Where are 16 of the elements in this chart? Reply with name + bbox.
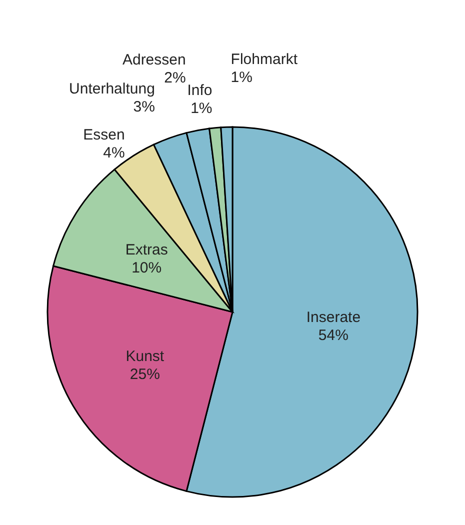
slice-label: Extras xyxy=(125,241,168,258)
data-label: 3% xyxy=(133,98,155,116)
data-label: 1% xyxy=(230,69,252,86)
slice-label: Flohmarkt xyxy=(230,51,298,68)
data-label: 25% xyxy=(130,366,160,383)
slice-label: Essen xyxy=(83,126,125,144)
slice-label: Inserate xyxy=(306,308,361,326)
data-label: 2% xyxy=(164,69,186,86)
slice-label: Info xyxy=(187,82,212,99)
slice-label: Kunst xyxy=(126,348,165,365)
slice-label: Unterhaltung xyxy=(69,80,155,98)
slice-label: Adressen xyxy=(122,51,186,68)
data-label: 4% xyxy=(103,144,125,162)
data-label: 54% xyxy=(318,326,348,344)
data-label: 10% xyxy=(132,259,162,276)
data-label: 1% xyxy=(190,100,212,117)
